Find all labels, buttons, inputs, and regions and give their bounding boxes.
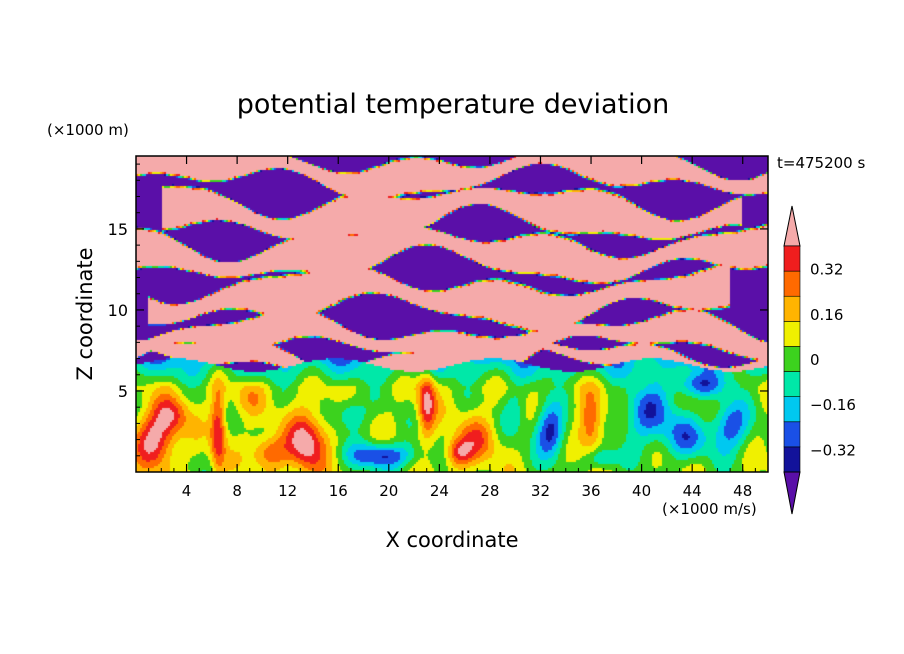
colorbar-tick-label: −0.32 xyxy=(810,441,856,459)
x-tick-label: 16 xyxy=(329,482,348,500)
colorbar-tick-label: 0.16 xyxy=(810,306,843,324)
x-tick-label: 20 xyxy=(379,482,398,500)
x-axis: 4 8 12 16 20 24 28 32 36 40 44 48 xyxy=(148,156,756,500)
x-tick-label: 28 xyxy=(480,482,499,500)
plot-area xyxy=(135,155,769,473)
colorbar-swatch xyxy=(783,321,801,347)
contour-field xyxy=(136,156,768,472)
colorbar-swatch xyxy=(783,421,801,448)
x-tick-label: 36 xyxy=(581,482,600,500)
y-axis-title: Z coordinate xyxy=(73,247,97,380)
x-tick-label: 12 xyxy=(278,482,297,500)
y-tick-label: 10 xyxy=(108,301,128,320)
colorbar-bottom-arrow xyxy=(783,471,801,515)
y-unit-label: (×1000 m) xyxy=(47,121,129,139)
colorbar-swatch xyxy=(783,396,801,423)
x-tick-label: 32 xyxy=(531,482,550,500)
x-tick-label: 48 xyxy=(733,482,752,500)
y-tick-label: 5 xyxy=(118,382,128,401)
x-unit-label: (×1000 m/s) xyxy=(662,500,757,518)
colorbar: 0.32 0.16 0 −0.16 −0.32 xyxy=(783,205,856,515)
x-tick-label: 24 xyxy=(430,482,449,500)
colorbar-tick-label: 0 xyxy=(810,351,820,369)
x-tick-label: 8 xyxy=(232,482,242,500)
colorbar-swatch xyxy=(783,295,801,322)
x-tick-label: 4 xyxy=(182,482,192,500)
x-tick-label: 44 xyxy=(683,482,702,500)
colorbar-swatch xyxy=(783,446,801,473)
colorbar-top-arrow xyxy=(783,205,801,247)
y-tick-label: 15 xyxy=(108,220,128,239)
colorbar-tick-label: 0.32 xyxy=(810,261,843,279)
colorbar-swatch xyxy=(783,371,801,397)
x-axis-title: X coordinate xyxy=(385,528,518,552)
y-axis: 5 10 15 xyxy=(108,163,768,457)
x-tick-label: 40 xyxy=(632,482,651,500)
colorbar-swatch xyxy=(783,245,801,272)
colorbar-swatch xyxy=(783,346,801,372)
colorbar-tick-label: −0.16 xyxy=(810,396,856,414)
colorbar-swatch xyxy=(783,270,801,297)
chart-title: potential temperature deviation xyxy=(237,89,669,120)
time-label: t=475200 s xyxy=(777,154,865,172)
